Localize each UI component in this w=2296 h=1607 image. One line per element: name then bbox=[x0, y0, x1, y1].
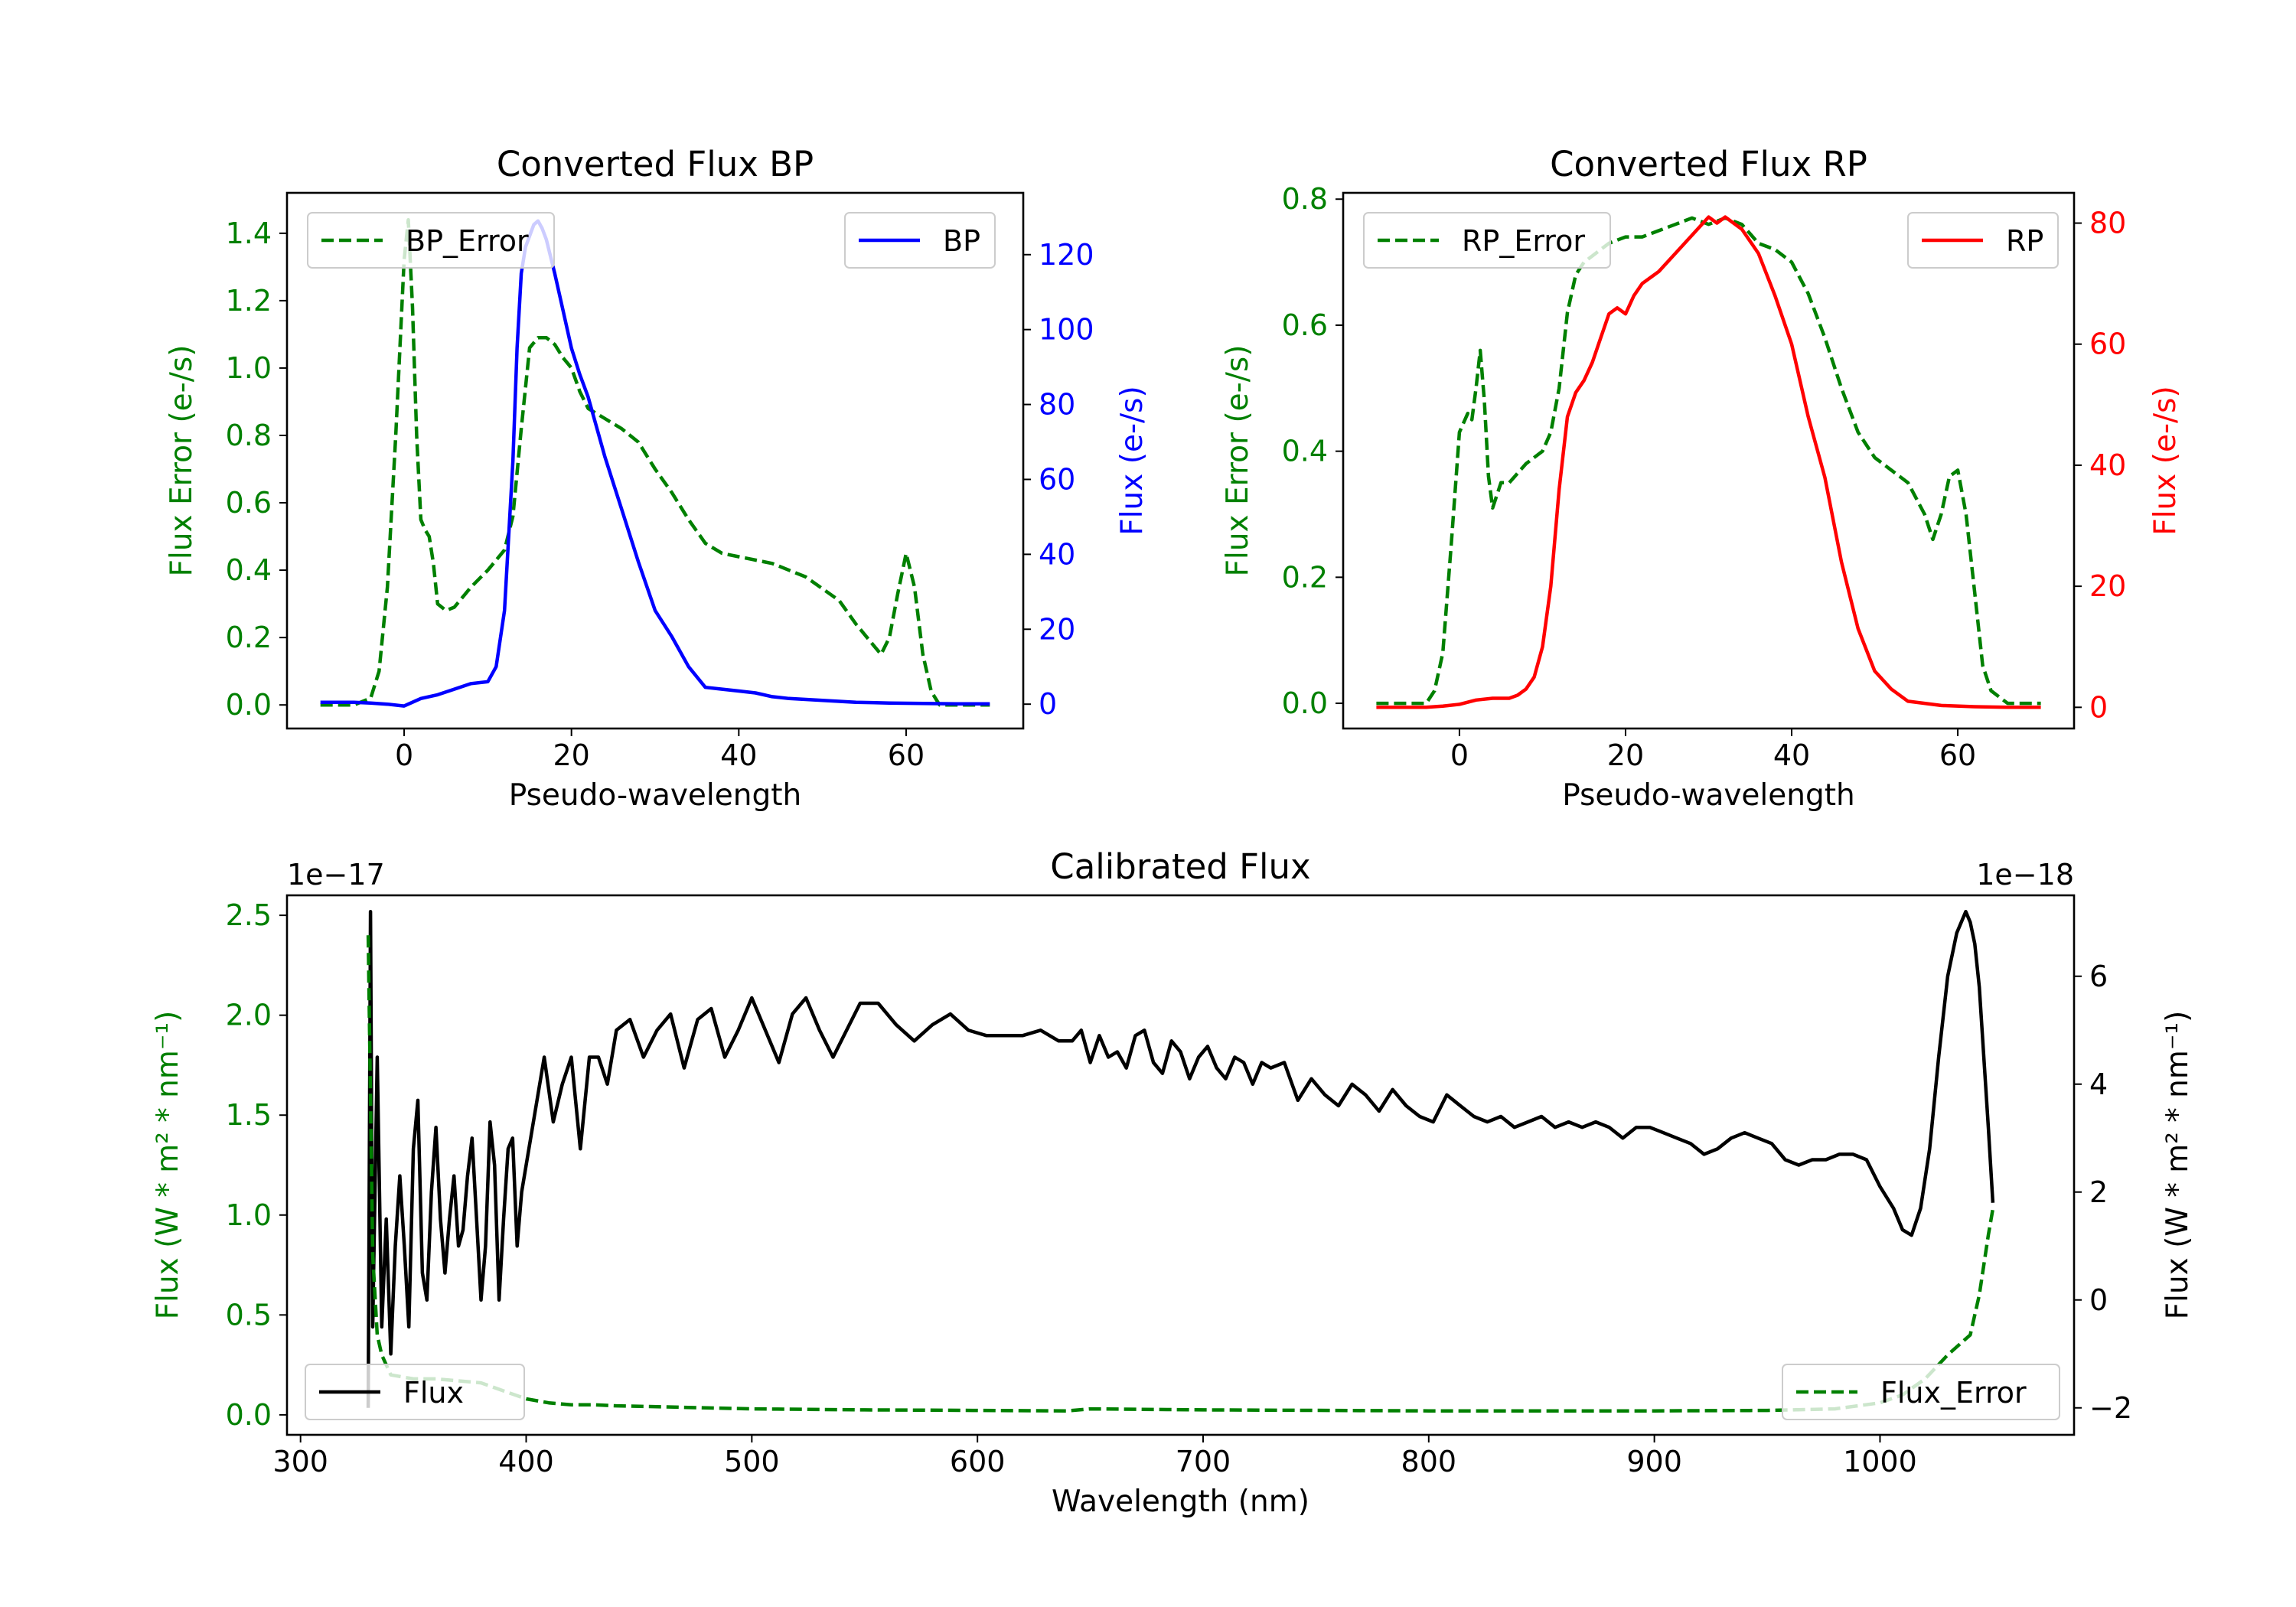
left-y-tick-label: 0.5 bbox=[226, 1298, 272, 1332]
right-y-tick-label: 20 bbox=[2089, 569, 2126, 603]
right-y-tick-label: 4 bbox=[2089, 1068, 2108, 1101]
legend-label: BP bbox=[943, 224, 980, 258]
x-axis-label: Pseudo-wavelength bbox=[509, 778, 801, 813]
right-y-tick-label: 80 bbox=[2089, 207, 2126, 240]
legend-rp-error: RP_Error bbox=[1363, 212, 1611, 269]
x-tick-label: 0 bbox=[395, 738, 413, 772]
chart-cal: 300 400 500 600 700 800 900 1000 Wavelength (nm)… bbox=[151, 846, 2195, 1519]
right-y-tick-label: 2 bbox=[2089, 1175, 2108, 1209]
chart-title: Calibrated Flux bbox=[1050, 846, 1310, 887]
right-y-tick-label: 40 bbox=[1039, 537, 1075, 571]
x-tick-label: 800 bbox=[1401, 1445, 1457, 1478]
x-tick-label: 60 bbox=[1939, 738, 1976, 772]
right-y-tick-label: 60 bbox=[1039, 462, 1075, 496]
right-y-tick-label: 60 bbox=[2089, 328, 2126, 361]
legend-bp-error: BP_Error bbox=[307, 212, 555, 269]
x-tick-label: 300 bbox=[272, 1445, 328, 1478]
right-y-tick-label: 120 bbox=[1039, 238, 1094, 272]
left-y-axis-label: Flux (W * m² * nm⁻¹) bbox=[151, 1011, 185, 1320]
x-tick-label: 400 bbox=[498, 1445, 554, 1478]
x-axis-label: Pseudo-wavelength bbox=[1562, 778, 1854, 813]
x-tick-label: 500 bbox=[724, 1445, 780, 1478]
legend-label: RP bbox=[2006, 224, 2043, 258]
right-y-tick-label: 40 bbox=[2089, 448, 2126, 482]
left-y-tick-label: 0.0 bbox=[226, 688, 272, 722]
left-y-axis-label: Flux Error (e-/s) bbox=[1221, 345, 1255, 577]
series-bp bbox=[320, 219, 990, 708]
left-y-tick-label: 0.2 bbox=[1282, 560, 1328, 594]
left-y-tick-label: 0.8 bbox=[226, 419, 272, 452]
x-axis-label: Wavelength (nm) bbox=[1052, 1485, 1309, 1519]
chart-bp: 0 20 40 60 Pseudo-wavelength 0.0 0.2 0.4 0.6 0.8 1… bbox=[165, 144, 1150, 813]
legend-label: Flux bbox=[403, 1376, 464, 1410]
right-y-tick-label: 0 bbox=[2089, 690, 2108, 724]
left-y-tick-label: 0.0 bbox=[226, 1398, 272, 1432]
right-y-tick-label: 100 bbox=[1039, 313, 1094, 347]
x-tick-label: 700 bbox=[1176, 1445, 1231, 1478]
chart-rp: 0 20 40 60 Pseudo-wavelength 0.0 0.2 0.4 0.6 0.8 0… bbox=[1221, 144, 2183, 813]
x-tick-label: 600 bbox=[950, 1445, 1006, 1478]
left-y-tick-label: 0.6 bbox=[226, 486, 272, 520]
left-y-tick-label: 0.2 bbox=[226, 621, 272, 654]
right-y-tick-label: 0 bbox=[2089, 1283, 2108, 1317]
right-y-axis-label: Flux (e-/s) bbox=[1115, 386, 1150, 535]
legend-rp: RP bbox=[1907, 212, 2059, 269]
left-y-tick-label: 0.4 bbox=[226, 553, 272, 587]
series-rp bbox=[1376, 215, 2041, 709]
left-y-tick-label: 1.2 bbox=[226, 284, 272, 318]
right-offset-text: 1e−18 bbox=[1976, 858, 2074, 892]
legend-label: RP_Error bbox=[1462, 224, 1585, 258]
right-y-tick-label: 0 bbox=[1039, 687, 1057, 721]
right-y-tick-label: 6 bbox=[2089, 960, 2108, 993]
series-rp-error bbox=[1376, 216, 2041, 706]
legend-box bbox=[1363, 212, 1611, 269]
x-tick-label: 60 bbox=[888, 738, 925, 772]
series-flux bbox=[366, 909, 1995, 1408]
legend-flux: Flux bbox=[305, 1364, 525, 1420]
x-tick-label: 40 bbox=[720, 738, 757, 772]
x-tick-label: 20 bbox=[1607, 738, 1644, 772]
left-y-axis-label: Flux Error (e-/s) bbox=[165, 345, 199, 577]
legend-box bbox=[305, 1364, 525, 1420]
left-y-tick-label: 1.0 bbox=[226, 351, 272, 385]
legend-label: BP_Error bbox=[406, 224, 529, 258]
left-y-tick-label: 0.6 bbox=[1282, 308, 1328, 342]
left-y-tick-label: 2.5 bbox=[226, 898, 272, 932]
x-tick-label: 20 bbox=[553, 738, 590, 772]
chart-title: Converted Flux RP bbox=[1550, 144, 1867, 184]
chart-title: Converted Flux BP bbox=[497, 144, 814, 184]
legend-box bbox=[307, 212, 555, 269]
legend-flux-error: Flux_Error bbox=[1782, 1364, 2060, 1420]
left-y-tick-label: 0.4 bbox=[1282, 435, 1328, 468]
plot-frame bbox=[285, 191, 1025, 730]
plot-frame bbox=[285, 894, 2076, 1436]
left-offset-text: 1e−17 bbox=[287, 858, 385, 892]
left-y-tick-label: 1.5 bbox=[226, 1098, 272, 1132]
right-y-tick-label: 20 bbox=[1039, 612, 1075, 646]
legend-label: Flux_Error bbox=[1880, 1376, 2027, 1410]
x-tick-label: 0 bbox=[1450, 738, 1469, 772]
x-tick-label: 900 bbox=[1626, 1445, 1682, 1478]
left-y-tick-label: 1.4 bbox=[226, 217, 272, 250]
plot-frame bbox=[1342, 191, 2076, 730]
x-tick-label: 40 bbox=[1773, 738, 1810, 772]
x-tick-label: 1000 bbox=[1843, 1445, 1917, 1478]
legend-bp: BP bbox=[844, 212, 996, 269]
left-y-tick-label: 0.8 bbox=[1282, 182, 1328, 216]
legend-box bbox=[1782, 1364, 2060, 1420]
right-y-axis-label: Flux (e-/s) bbox=[2148, 386, 2183, 535]
right-y-axis-label: Flux (W * m² * nm⁻¹) bbox=[2161, 1011, 2195, 1320]
right-y-tick-label: −2 bbox=[2089, 1391, 2132, 1425]
series-bp-error bbox=[320, 217, 990, 707]
right-y-tick-label: 80 bbox=[1039, 388, 1075, 422]
left-y-tick-label: 1.0 bbox=[226, 1198, 272, 1232]
series-flux-error bbox=[366, 935, 1995, 1413]
left-y-tick-label: 0.0 bbox=[1282, 686, 1328, 720]
left-y-tick-label: 2.0 bbox=[226, 999, 272, 1032]
